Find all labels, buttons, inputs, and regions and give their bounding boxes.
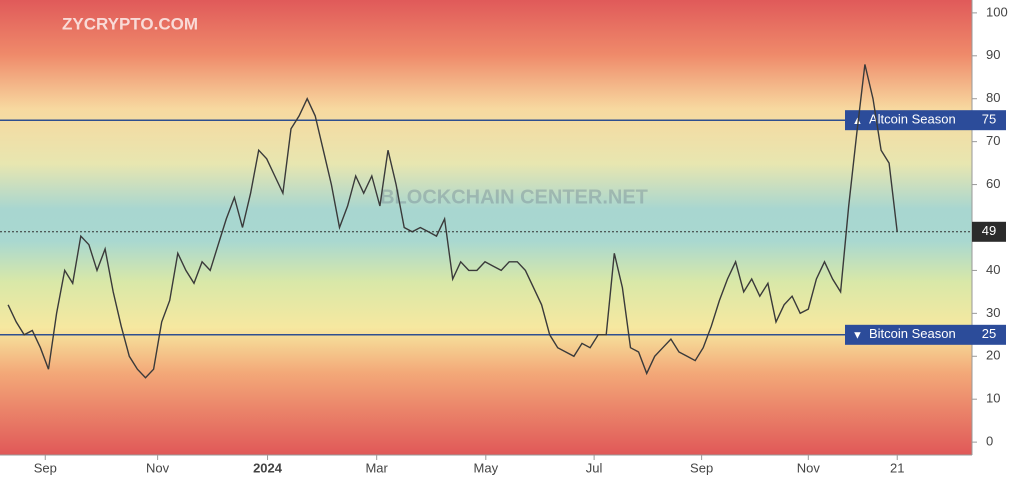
x-tick-label: Mar [365,460,388,475]
reference-marker: ▲ [852,115,863,127]
y-tick-label: 80 [986,90,1000,105]
x-tick-label: Sep [34,460,57,475]
x-tick-label: Jul [586,460,603,475]
reference-label-box [845,324,972,345]
reference-value: 75 [982,112,996,127]
watermark: BLOCKCHAIN CENTER.NET [380,186,648,208]
x-tick-label: Nov [797,460,821,475]
y-tick-label: 20 [986,348,1000,363]
y-tick-label: 10 [986,391,1000,406]
y-tick-label: 100 [986,4,1008,19]
y-tick-label: 90 [986,47,1000,62]
y-tick-label: 60 [986,176,1000,191]
reference-value: 25 [982,326,996,341]
x-tick-label: Nov [146,460,170,475]
y-tick-label: 40 [986,262,1000,277]
background [0,0,972,455]
x-tick-label: 21 [890,460,904,475]
y-tick-label: 70 [986,133,1000,148]
x-tick-label: 2024 [253,460,283,475]
reference-value-box [972,324,1006,345]
logo: ZYCRYPTO.COM [62,14,198,33]
y-tick-label: 30 [986,305,1000,320]
reference-label: Altcoin Season [869,112,956,127]
x-tick-label: Sep [690,460,713,475]
reference-value-box [972,110,1006,131]
series-line [7,64,898,379]
reference-label: Bitcoin Season [869,326,956,341]
reference-marker: ▼ [852,330,863,342]
current-value-box [972,221,1006,242]
x-tick-label: May [474,460,499,475]
current-value: 49 [982,223,996,238]
y-tick-label: 0 [986,434,993,449]
